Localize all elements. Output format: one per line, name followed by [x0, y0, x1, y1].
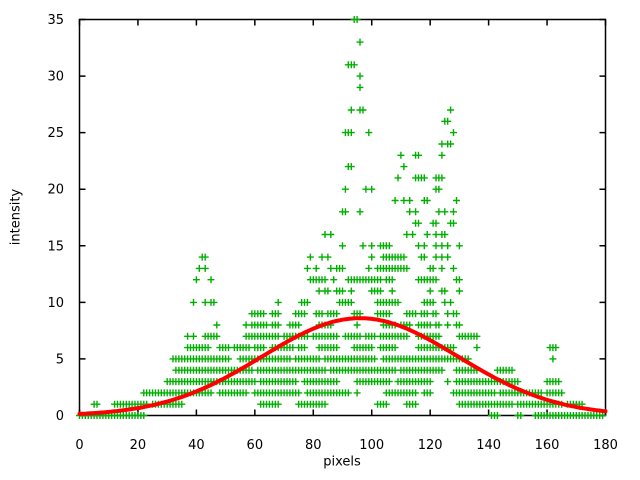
plot-frame [78, 18, 607, 417]
x-tick-label: 120 [418, 438, 443, 453]
y-tick-label: 20 [47, 183, 64, 198]
x-tick-label: 0 [75, 438, 83, 453]
y-tick-label: 0 [56, 409, 64, 424]
y-tick-label: 5 [56, 352, 64, 367]
y-tick-label: 30 [47, 70, 64, 85]
y-tick-label: 25 [47, 126, 64, 141]
x-tick-label: 60 [247, 438, 264, 453]
y-tick-label: 35 [47, 13, 64, 28]
y-axis-title: intensity [8, 188, 24, 246]
fit-curve [77, 316, 608, 416]
x-axis-title: pixels [323, 454, 361, 470]
x-tick-label: 20 [130, 438, 147, 453]
x-tick-label: 80 [305, 438, 322, 453]
x-tick-label: 40 [188, 438, 205, 453]
scatter-points [76, 16, 607, 419]
x-tick-label: 140 [476, 438, 501, 453]
x-tick-label: 180 [593, 438, 618, 453]
y-tick-label: 10 [47, 296, 64, 311]
y-tick-label: 15 [47, 239, 64, 254]
x-tick-label: 100 [359, 438, 384, 453]
x-tick-label: 160 [535, 438, 560, 453]
